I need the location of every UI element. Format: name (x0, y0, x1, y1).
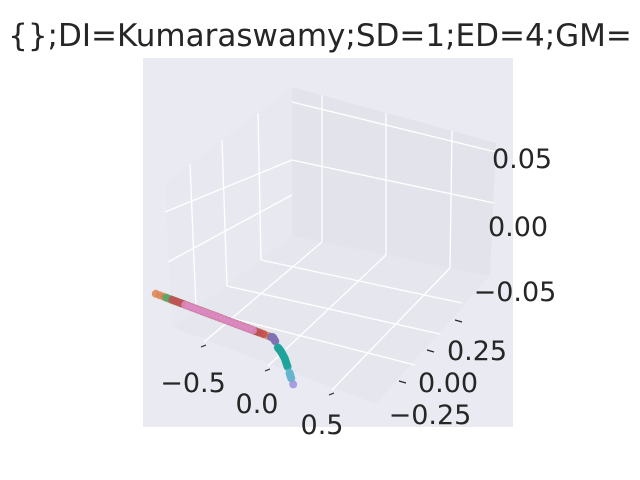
ztick-label: −0.05 (474, 277, 557, 308)
pane-left (165, 87, 292, 327)
xtick-label: −0.5 (160, 368, 226, 399)
data-point (249, 326, 257, 335)
ytick-label: −0.25 (389, 400, 472, 431)
data-point (259, 330, 268, 339)
data-point (289, 380, 298, 389)
data-points (151, 289, 298, 389)
xtick-label: 0.5 (301, 410, 344, 441)
ytick-label: 0.25 (447, 336, 507, 367)
gridlines (164, 95, 497, 391)
chart-title: {};DI=Kumaraswamy;SD=1;ED=4;GM= (8, 18, 632, 54)
pane-floor (172, 236, 490, 404)
data-point (271, 337, 280, 346)
tick-marks (200, 319, 463, 396)
ztick-label: 0.05 (492, 144, 552, 175)
ztick-label: 0.00 (488, 212, 548, 243)
ytick-label: 0.00 (418, 368, 478, 399)
xtick-label: 0.0 (236, 389, 279, 420)
